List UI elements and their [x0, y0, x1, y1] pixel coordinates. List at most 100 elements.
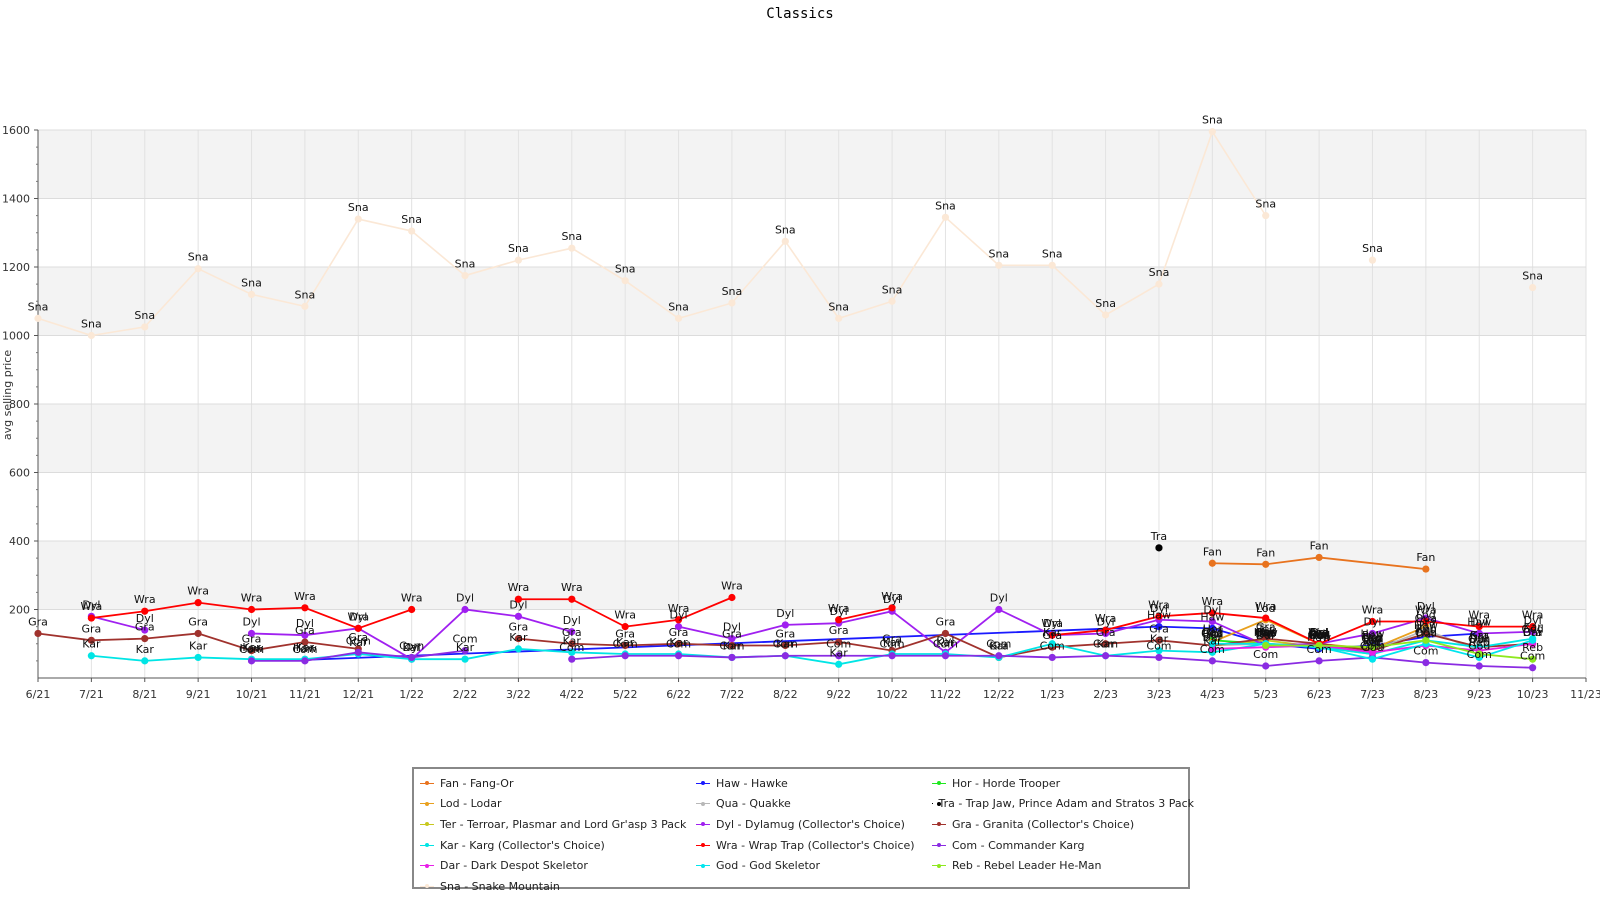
x-tick-label: 5/23 — [1253, 688, 1278, 701]
x-tick-label: 2/22 — [453, 688, 478, 701]
legend-label: Kar - Karg (Collector's Choice) — [440, 838, 605, 852]
data-point — [301, 631, 309, 639]
data-label: Gra — [1149, 622, 1169, 635]
data-label: Wra — [81, 600, 103, 613]
legend-item: Dyl - Dylamug (Collector's Choice) — [696, 814, 932, 835]
data-point — [514, 645, 523, 653]
data-label: Dyl — [1257, 627, 1275, 640]
data-point — [621, 623, 629, 631]
data-label: Kar — [509, 631, 528, 644]
data-point — [514, 256, 523, 264]
data-point — [1422, 658, 1430, 667]
data-label: Ter — [1363, 636, 1381, 649]
data-label: Dyl — [1203, 603, 1221, 616]
data-label: Gra — [1469, 629, 1489, 642]
data-point — [995, 261, 1003, 269]
data-label: Gra — [1096, 626, 1116, 639]
data-label: Kar — [1417, 622, 1436, 635]
data-label: Sna — [828, 300, 849, 313]
data-point — [1262, 662, 1270, 670]
data-label: Com — [559, 641, 584, 654]
data-label: Gra — [135, 621, 155, 634]
data-point — [1529, 623, 1537, 631]
legend-item: Dar - Dark Despot Skeletor — [420, 855, 696, 876]
data-point — [301, 604, 309, 612]
data-point — [1155, 636, 1163, 644]
data-point — [87, 614, 95, 622]
data-label: Haw — [1414, 619, 1438, 632]
data-label: Dyl — [776, 607, 794, 620]
legend-swatch — [420, 882, 434, 890]
data-point — [1368, 655, 1377, 663]
data-point — [1155, 612, 1163, 620]
data-label: Sna — [561, 230, 582, 243]
data-point — [835, 616, 843, 624]
data-point — [941, 629, 950, 638]
data-point — [1208, 617, 1216, 626]
data-label: Kar — [1043, 626, 1062, 639]
data-label: Dyl — [883, 593, 901, 606]
data-point — [247, 647, 256, 655]
data-label: Com — [986, 638, 1011, 651]
legend-item: Qua - Quakke — [696, 794, 932, 815]
data-label: Wra — [1522, 609, 1544, 622]
y-tick-label: 1400 — [2, 193, 30, 206]
data-label: Qua — [1415, 612, 1437, 625]
data-label: Dyl — [1363, 615, 1381, 628]
data-label: Lod — [1309, 626, 1329, 639]
data-point — [1529, 628, 1537, 636]
data-point — [1262, 641, 1270, 650]
plot-band — [38, 541, 1586, 610]
data-label: Reb — [1469, 636, 1490, 649]
data-point — [728, 299, 736, 307]
data-label: Fan — [1310, 539, 1329, 552]
data-point — [1368, 629, 1377, 638]
legend-item: Lod - Lodar — [420, 794, 696, 815]
data-label: God — [1415, 626, 1437, 639]
data-point — [1048, 653, 1056, 662]
data-label: Sna — [188, 251, 209, 264]
data-label: Dar — [1202, 631, 1222, 644]
legend-label: God - God Skeletor — [716, 859, 821, 873]
data-point — [141, 635, 149, 643]
data-point — [674, 616, 683, 624]
data-label: Qua — [1308, 627, 1330, 640]
data-point — [674, 652, 683, 660]
data-label: Ter — [1203, 627, 1221, 640]
data-label: Dyl — [403, 641, 421, 654]
data-point — [1101, 311, 1110, 319]
y-tick-label: 400 — [9, 535, 30, 548]
data-label: Com — [1360, 639, 1385, 652]
data-label: Qua — [1361, 633, 1383, 646]
x-tick-label: 8/21 — [132, 688, 157, 701]
data-label: Dyl — [242, 615, 260, 628]
x-tick-label: 7/21 — [79, 688, 104, 701]
data-label: Gra — [1416, 615, 1436, 628]
data-label: God — [1468, 639, 1490, 652]
data-label: Gra — [1202, 627, 1222, 640]
data-label: Kar — [403, 641, 422, 654]
legend-swatch — [696, 841, 710, 849]
data-point — [1529, 664, 1537, 672]
y-tick-label: 600 — [9, 467, 30, 480]
data-point — [674, 623, 683, 631]
data-label: Wra — [1148, 598, 1170, 611]
data-point — [87, 331, 95, 340]
data-point — [34, 314, 42, 322]
data-label: Gra — [936, 615, 956, 628]
data-label: Kar — [1310, 629, 1329, 642]
data-point — [1208, 128, 1216, 136]
data-point — [461, 271, 469, 280]
legend-item: Ter - Terroar, Plasmar and Lord Gr'asp 3… — [420, 814, 696, 835]
legend-swatch — [420, 841, 434, 849]
data-label: Gra — [509, 621, 529, 634]
data-label: Fan — [1203, 545, 1222, 558]
legend-label: Haw - Hawke — [716, 776, 788, 790]
x-tick-label: 3/22 — [506, 688, 531, 701]
data-point — [461, 647, 469, 655]
data-point — [87, 652, 95, 660]
data-point — [568, 655, 576, 663]
data-label: Dar — [1309, 627, 1329, 640]
data-label: Fan — [1416, 551, 1435, 564]
data-label: Lod — [1203, 624, 1223, 637]
